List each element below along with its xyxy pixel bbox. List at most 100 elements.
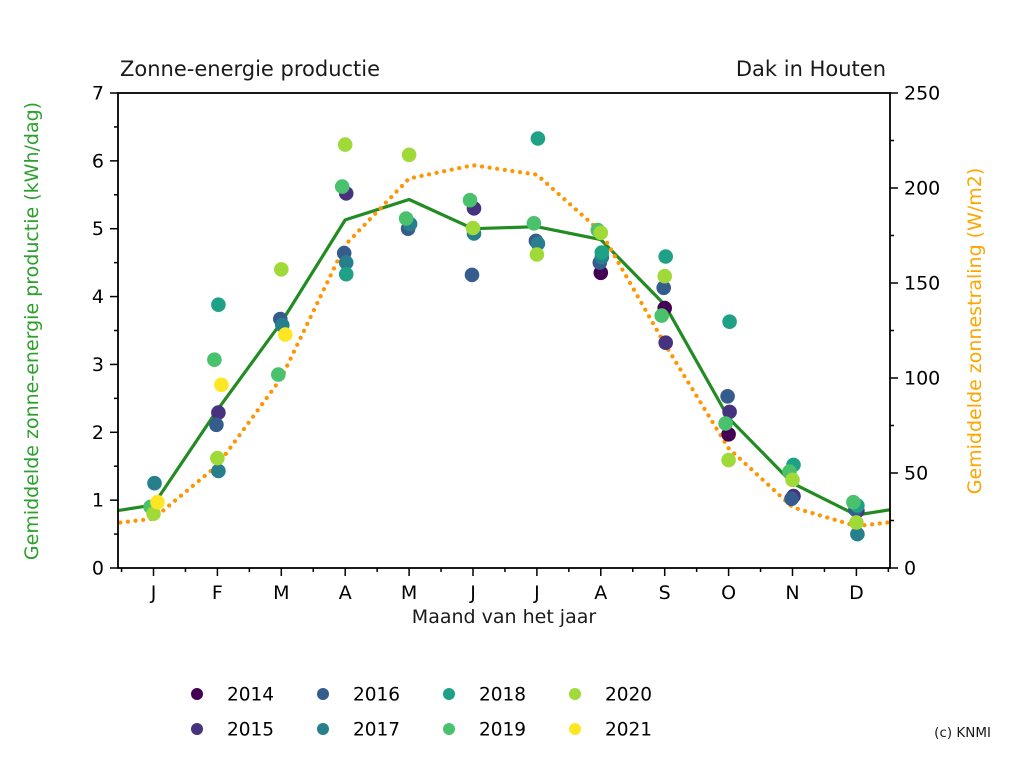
- data-point-2017: [211, 463, 226, 479]
- legend-label-2018: 2018: [479, 685, 526, 706]
- legend-marker-2021: [569, 723, 581, 735]
- data-point-2020: [849, 515, 864, 530]
- data-point-2020: [465, 220, 481, 236]
- data-point-2015: [211, 405, 226, 420]
- data-point-2016: [784, 491, 799, 507]
- data-point-2020: [146, 506, 161, 521]
- data-point-2020: [721, 452, 736, 468]
- data-point-2021: [150, 494, 165, 510]
- legend: 2014 2015 2016 2017 2018 2019 2020 2021: [191, 685, 652, 741]
- legend-item-2015: 2015: [191, 720, 274, 741]
- legend-item-2019: 2019: [443, 720, 526, 741]
- y-right-tick-label: 0: [904, 558, 916, 580]
- legend-marker-2017: [317, 723, 329, 735]
- x-tick-label: M: [273, 582, 289, 604]
- legend-label-2017: 2017: [353, 720, 400, 741]
- legend-marker-2016: [317, 688, 329, 700]
- data-point-2020: [401, 147, 417, 163]
- legend-marker-2020: [569, 688, 581, 700]
- data-point-2018: [594, 245, 610, 260]
- data-point-2018: [338, 266, 354, 282]
- y-right-tick-label: 250: [904, 83, 940, 105]
- data-point-2020: [593, 225, 609, 241]
- plot-border: [117, 92, 891, 569]
- y-right-tick-label: 100: [904, 368, 940, 390]
- y-right-tick-label: 150: [904, 273, 940, 295]
- data-point-2016: [656, 280, 671, 296]
- data-point-2020: [337, 137, 353, 152]
- legend-label-2021: 2021: [605, 720, 652, 741]
- x-tick-label: A: [594, 582, 607, 604]
- data-point-2017: [530, 236, 546, 251]
- scatter-points: [143, 131, 865, 542]
- data-point-2020: [657, 268, 672, 284]
- data-point-2015: [658, 335, 673, 351]
- data-point-2019: [462, 192, 478, 208]
- y-left-tick-label: 1: [92, 490, 104, 512]
- data-point-2019: [271, 367, 286, 382]
- y-left-tick-label: 0: [92, 558, 104, 580]
- mean-lines: [118, 163, 890, 529]
- y-right-tick-label: 200: [904, 178, 940, 200]
- x-tick-label: S: [659, 582, 671, 604]
- legend-marker-2015: [191, 723, 203, 735]
- data-point-2016: [209, 417, 224, 433]
- legend-label-2014: 2014: [227, 685, 274, 706]
- left-axis-ticks: 0 1 2 3 4 5 6 7: [92, 83, 118, 580]
- data-point-2020: [785, 472, 800, 488]
- data-point-2018: [658, 249, 673, 264]
- x-tick-label: J: [150, 582, 157, 604]
- legend-marker-2019: [443, 723, 455, 735]
- legend-item-2014: 2014: [191, 685, 274, 706]
- data-point-2019: [334, 179, 350, 194]
- legend-item-2018: 2018: [443, 685, 526, 706]
- data-point-2018: [211, 297, 226, 313]
- data-point-2018: [530, 131, 546, 146]
- y-left-tick-label: 5: [92, 218, 104, 240]
- data-point-2016: [720, 389, 735, 404]
- chart-title: Zonne-energie productie: [120, 57, 381, 81]
- data-point-2017: [850, 526, 865, 542]
- x-tick-label: M: [401, 582, 417, 604]
- legend-item-2016: 2016: [317, 685, 400, 706]
- x-tick-label: J: [469, 582, 476, 604]
- legend-marker-2018: [443, 688, 455, 700]
- data-point-2019: [398, 211, 414, 226]
- x-tick-label: A: [339, 582, 352, 604]
- data-point-2019: [846, 494, 861, 510]
- legend-label-2019: 2019: [479, 720, 526, 741]
- data-point-2015: [722, 404, 737, 420]
- y-left-tick-label: 2: [92, 422, 104, 444]
- data-point-2019: [654, 308, 669, 323]
- mean-production-line: [118, 197, 890, 517]
- chart-subtitle-location: Dak in Houten: [735, 57, 886, 81]
- data-point-2019: [526, 216, 542, 231]
- mean-radiation-line: [118, 163, 890, 529]
- x-tick-label: D: [849, 582, 864, 604]
- data-point-2017: [338, 255, 354, 270]
- x-axis-label: Maand van het jaar: [411, 606, 597, 628]
- x-tick-label: F: [212, 582, 223, 604]
- data-point-2020: [210, 450, 225, 466]
- y-left-tick-label: 3: [92, 354, 104, 376]
- legend-item-2021: 2021: [569, 720, 652, 741]
- data-point-2020: [529, 247, 545, 262]
- legend-item-2020: 2020: [569, 685, 652, 706]
- x-tick-label: O: [721, 582, 736, 604]
- legend-label-2020: 2020: [605, 685, 652, 706]
- data-point-2021: [214, 377, 229, 393]
- data-point-2018: [722, 314, 737, 330]
- y-right-tick-label: 50: [904, 463, 928, 485]
- legend-label-2016: 2016: [353, 685, 400, 706]
- data-point-2016: [464, 267, 480, 283]
- legend-item-2017: 2017: [317, 720, 400, 741]
- y-left-tick-label: 4: [92, 286, 104, 308]
- legend-marker-2014: [191, 688, 203, 700]
- data-point-2019: [718, 416, 733, 431]
- y-left-tick-label: 6: [92, 150, 104, 172]
- y-left-tick-label: 7: [92, 83, 104, 105]
- right-axis-ticks: 0 50 100 150 200 250: [890, 83, 940, 580]
